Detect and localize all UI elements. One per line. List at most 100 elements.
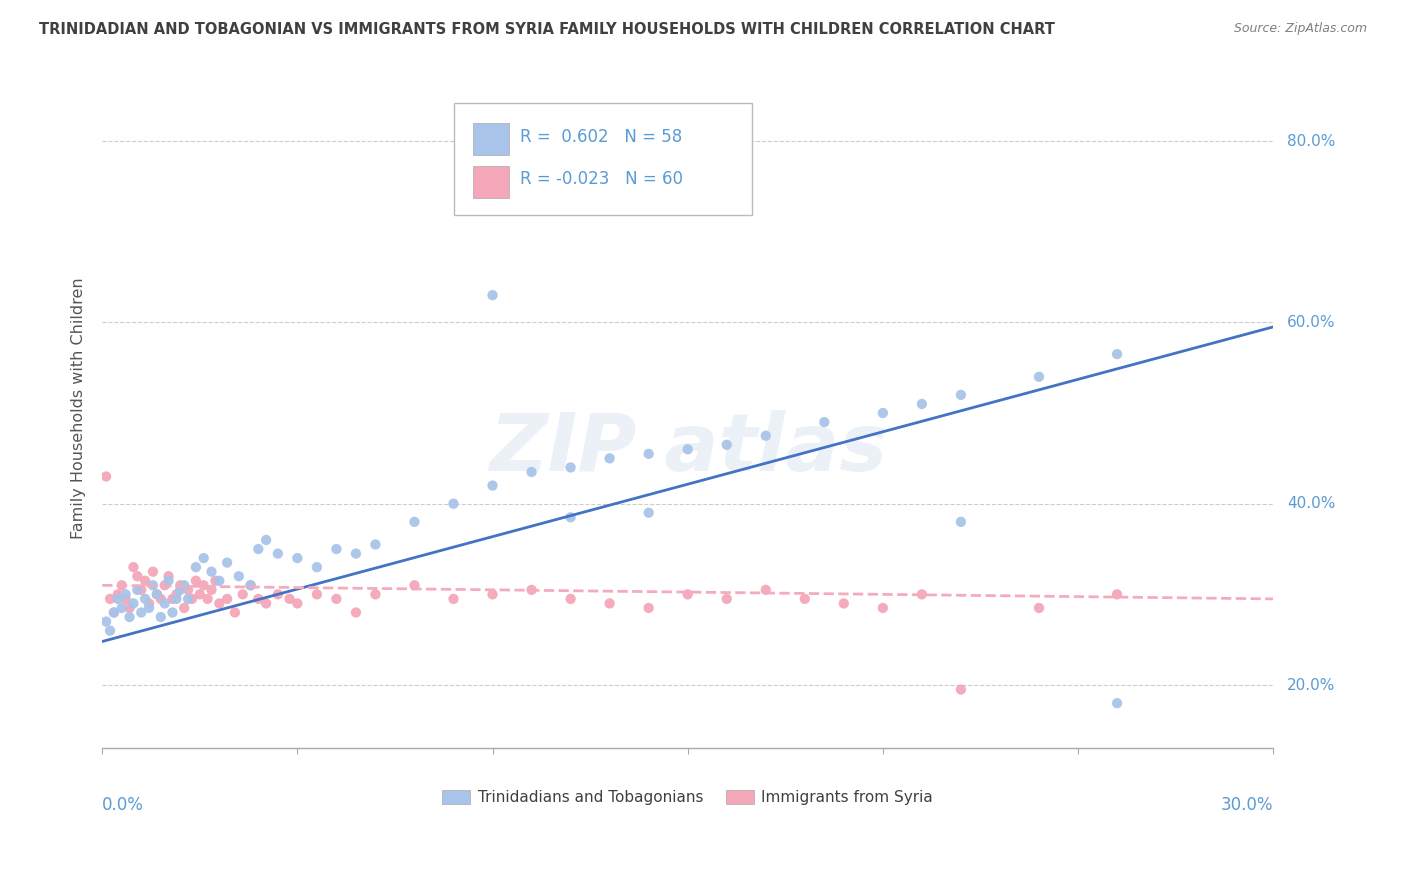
Point: [949, 515, 972, 529]
Point: [114, 591, 136, 606]
Point: [217, 556, 239, 570]
Point: [103, 606, 125, 620]
Point: [173, 578, 195, 592]
Point: [208, 596, 231, 610]
Point: [443, 497, 465, 511]
Point: [165, 587, 187, 601]
Point: [344, 547, 367, 561]
Point: [98, 591, 121, 606]
Point: [239, 578, 262, 592]
Point: [793, 591, 815, 606]
Text: 0.0%: 0.0%: [103, 796, 143, 814]
Point: [949, 682, 972, 697]
Point: [755, 582, 778, 597]
Point: [129, 606, 152, 620]
Point: [127, 569, 149, 583]
Point: [153, 596, 176, 610]
Point: [228, 569, 250, 583]
Point: [560, 460, 582, 475]
Text: R = -0.023   N = 60: R = -0.023 N = 60: [520, 170, 683, 188]
Point: [193, 578, 215, 592]
FancyBboxPatch shape: [454, 103, 752, 215]
Point: [637, 447, 659, 461]
Point: [107, 587, 129, 601]
Point: [949, 388, 972, 402]
Point: [1105, 347, 1128, 361]
Point: [254, 596, 277, 610]
Point: [118, 601, 141, 615]
Text: 20.0%: 20.0%: [1288, 678, 1336, 692]
Point: [165, 591, 187, 606]
Point: [94, 469, 117, 483]
Point: [254, 533, 277, 547]
Point: [177, 582, 200, 597]
Point: [153, 578, 176, 592]
Point: [193, 551, 215, 566]
Point: [142, 578, 165, 592]
Point: [162, 606, 184, 620]
Point: [118, 610, 141, 624]
Point: [481, 288, 503, 302]
Point: [122, 596, 145, 610]
Text: 30.0%: 30.0%: [1220, 796, 1274, 814]
Point: [134, 591, 156, 606]
FancyBboxPatch shape: [474, 166, 509, 198]
Y-axis label: Family Households with Children: Family Households with Children: [72, 277, 86, 540]
Point: [197, 591, 219, 606]
Point: [138, 601, 160, 615]
Point: [200, 582, 222, 597]
Point: [755, 428, 778, 442]
Point: [325, 591, 347, 606]
Point: [173, 601, 195, 615]
Point: [287, 596, 309, 610]
Point: [1105, 587, 1128, 601]
Point: [157, 569, 180, 583]
Point: [122, 560, 145, 574]
Point: [149, 591, 172, 606]
Text: R =  0.602   N = 58: R = 0.602 N = 58: [520, 128, 682, 145]
Point: [911, 397, 934, 411]
Point: [232, 587, 254, 601]
Text: TRINIDADIAN AND TOBAGONIAN VS IMMIGRANTS FROM SYRIA FAMILY HOUSEHOLDS WITH CHILD: TRINIDADIAN AND TOBAGONIAN VS IMMIGRANTS…: [39, 22, 1056, 37]
Point: [520, 582, 543, 597]
Point: [1028, 369, 1050, 384]
Point: [599, 451, 621, 466]
Point: [98, 624, 121, 638]
Point: [247, 591, 270, 606]
FancyBboxPatch shape: [474, 123, 509, 155]
Point: [111, 601, 134, 615]
Point: [267, 587, 290, 601]
Point: [637, 601, 659, 615]
Point: [637, 506, 659, 520]
Point: [149, 610, 172, 624]
Point: [872, 406, 894, 420]
Legend: Trinidadians and Tobagonians, Immigrants from Syria: Trinidadians and Tobagonians, Immigrants…: [443, 790, 934, 805]
Point: [157, 574, 180, 588]
Point: [364, 537, 387, 551]
Point: [832, 596, 855, 610]
Point: [278, 591, 301, 606]
Point: [217, 591, 239, 606]
Point: [146, 587, 169, 601]
Point: [305, 560, 328, 574]
Point: [138, 596, 160, 610]
Point: [1105, 696, 1128, 710]
Point: [107, 591, 129, 606]
Point: [325, 541, 347, 556]
Point: [676, 442, 699, 457]
Point: [103, 606, 125, 620]
Point: [481, 587, 503, 601]
Point: [224, 606, 246, 620]
Point: [716, 438, 738, 452]
Text: 40.0%: 40.0%: [1288, 496, 1336, 511]
Point: [200, 565, 222, 579]
Point: [872, 601, 894, 615]
Point: [204, 574, 226, 588]
Text: ZIP atlas: ZIP atlas: [489, 410, 887, 488]
Point: [560, 510, 582, 524]
Point: [127, 582, 149, 597]
Point: [287, 551, 309, 566]
Point: [911, 587, 934, 601]
Point: [676, 587, 699, 601]
Text: 60.0%: 60.0%: [1288, 315, 1336, 330]
